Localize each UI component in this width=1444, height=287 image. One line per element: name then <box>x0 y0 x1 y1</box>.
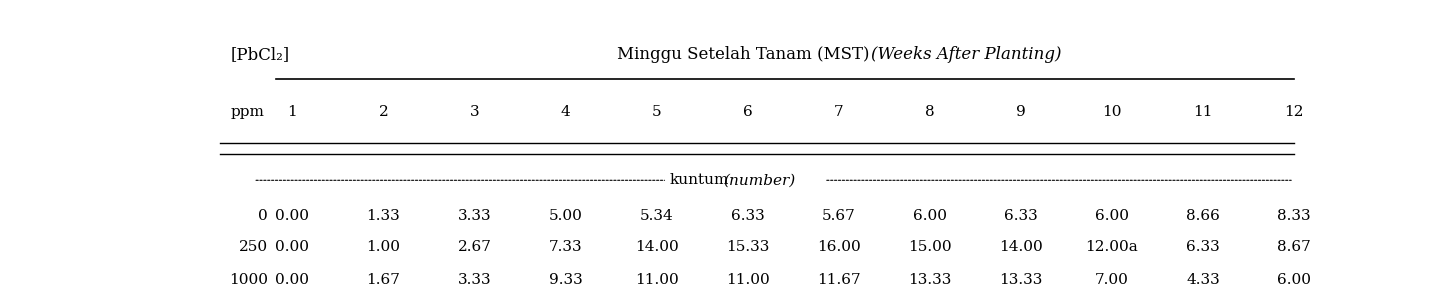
Text: Minggu Setelah Tanam (MST): Minggu Setelah Tanam (MST) <box>617 46 879 63</box>
Text: 0: 0 <box>258 209 267 223</box>
Text: 16.00: 16.00 <box>817 240 861 254</box>
Text: 4: 4 <box>560 105 570 119</box>
Text: 250: 250 <box>238 240 267 254</box>
Text: 11.67: 11.67 <box>817 273 861 287</box>
Text: 5.67: 5.67 <box>822 209 856 223</box>
Text: 0.00: 0.00 <box>276 240 309 254</box>
Text: 12.00a: 12.00a <box>1086 240 1138 254</box>
Text: 5.34: 5.34 <box>640 209 673 223</box>
Text: 11: 11 <box>1193 105 1213 119</box>
Text: kuntum: kuntum <box>670 173 729 187</box>
Text: 6.00: 6.00 <box>1276 273 1311 287</box>
Text: 5.00: 5.00 <box>549 209 582 223</box>
Text: [PbCl₂]: [PbCl₂] <box>231 46 290 63</box>
Text: 0.00: 0.00 <box>276 209 309 223</box>
Text: 1.67: 1.67 <box>367 273 400 287</box>
Text: (Weeks After Planting): (Weeks After Planting) <box>871 46 1061 63</box>
Text: 8.66: 8.66 <box>1186 209 1220 223</box>
Text: 14.00: 14.00 <box>635 240 679 254</box>
Text: 6.00: 6.00 <box>1095 209 1129 223</box>
Text: 7: 7 <box>835 105 843 119</box>
Text: 1: 1 <box>287 105 297 119</box>
Text: (number): (number) <box>723 173 796 187</box>
Text: 1.33: 1.33 <box>367 209 400 223</box>
Text: 13.33: 13.33 <box>908 273 952 287</box>
Text: 11.00: 11.00 <box>635 273 679 287</box>
Text: 13.33: 13.33 <box>999 273 1043 287</box>
Text: 2: 2 <box>378 105 388 119</box>
Text: 3: 3 <box>469 105 479 119</box>
Text: 8.33: 8.33 <box>1276 209 1311 223</box>
Text: 8: 8 <box>926 105 934 119</box>
Text: 8.67: 8.67 <box>1276 240 1311 254</box>
Text: 12: 12 <box>1284 105 1304 119</box>
Text: 2.67: 2.67 <box>458 240 491 254</box>
Text: 7.00: 7.00 <box>1095 273 1129 287</box>
Text: 15.00: 15.00 <box>908 240 952 254</box>
Text: 7.33: 7.33 <box>549 240 582 254</box>
Text: 10: 10 <box>1102 105 1122 119</box>
Text: 1.00: 1.00 <box>367 240 400 254</box>
Text: 3.33: 3.33 <box>458 273 491 287</box>
Text: 3.33: 3.33 <box>458 209 491 223</box>
Text: 6.33: 6.33 <box>731 209 764 223</box>
Text: 6: 6 <box>742 105 752 119</box>
Text: 6.00: 6.00 <box>913 209 947 223</box>
Text: 6.33: 6.33 <box>1186 240 1220 254</box>
Text: 15.33: 15.33 <box>726 240 770 254</box>
Text: 1000: 1000 <box>228 273 267 287</box>
Text: 9.33: 9.33 <box>549 273 582 287</box>
Text: 14.00: 14.00 <box>999 240 1043 254</box>
Text: 9: 9 <box>1017 105 1025 119</box>
Text: 4.33: 4.33 <box>1186 273 1220 287</box>
Text: 5: 5 <box>651 105 661 119</box>
Text: ppm: ppm <box>231 105 264 119</box>
Text: 11.00: 11.00 <box>726 273 770 287</box>
Text: 0.00: 0.00 <box>276 273 309 287</box>
Text: 6.33: 6.33 <box>1004 209 1038 223</box>
